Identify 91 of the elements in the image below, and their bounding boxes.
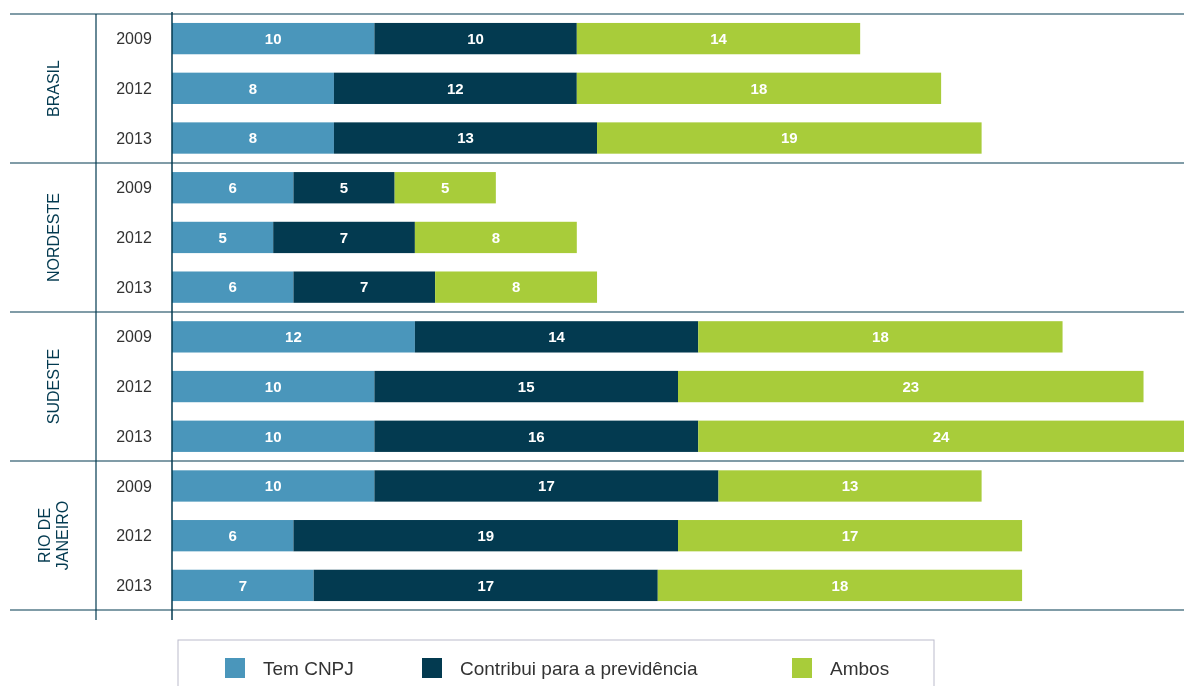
y-tick-label: 2009 (116, 328, 152, 346)
bar (313, 569, 658, 602)
text: SUDESTE (44, 348, 62, 425)
text: BRASIL (44, 59, 62, 117)
data-label: 24 (932, 427, 951, 445)
y-tick-label: 2012 (116, 229, 152, 247)
bar (374, 370, 678, 403)
bar (597, 122, 982, 154)
legend-label: Tem CNPJ (263, 657, 354, 679)
bar (172, 470, 375, 502)
bar (293, 271, 436, 303)
data-label: 10 (467, 29, 484, 47)
data-label: 7 (339, 228, 349, 246)
data-label: 17 (538, 477, 555, 495)
data-label: 12 (447, 79, 464, 97)
y-tick-label: 2009 (116, 30, 152, 48)
bar (374, 420, 699, 452)
data-label: 8 (491, 228, 501, 246)
data-label: 5 (441, 178, 450, 196)
data-label: 17 (477, 576, 495, 594)
bar (172, 370, 375, 403)
data-label: 14 (710, 29, 728, 47)
data-label: 7 (360, 278, 369, 296)
data-label: 5 (339, 178, 349, 196)
bar (698, 420, 1184, 452)
data-label: 17 (841, 526, 859, 544)
data-label: 16 (527, 427, 545, 445)
bar (414, 221, 577, 254)
bar (172, 72, 334, 104)
data-label: 23 (902, 377, 920, 395)
bar (172, 22, 375, 55)
bar (172, 569, 314, 602)
bar (657, 569, 1023, 602)
y-tick-label: 2009 (116, 179, 152, 197)
y-tick-label: 2009 (116, 477, 152, 495)
data-label: 13 (841, 477, 859, 495)
bar (435, 271, 598, 303)
data-label: 13 (457, 129, 474, 147)
legend-label: Ambos (830, 657, 890, 679)
data-label: 6 (228, 178, 237, 196)
bar (172, 321, 415, 353)
bar (172, 221, 274, 254)
bar (333, 72, 577, 104)
bar (394, 172, 496, 204)
bar (576, 22, 861, 55)
y-tick-label: 2013 (116, 576, 152, 594)
bar (172, 271, 294, 303)
bar (172, 172, 294, 204)
y-tick-label: 2012 (116, 378, 152, 396)
data-label: 10 (264, 427, 282, 445)
bar (698, 321, 1063, 353)
bar (172, 520, 294, 552)
data-label: 12 (285, 328, 302, 346)
text: RIO DE JANEIRO (35, 500, 71, 571)
y-tick-label: 2012 (116, 79, 152, 97)
data-label: 19 (780, 129, 798, 147)
bar (414, 321, 699, 353)
bar (172, 420, 375, 452)
bar (678, 520, 1023, 552)
bar (576, 72, 942, 104)
data-label: 18 (831, 576, 849, 594)
data-label: 18 (872, 328, 889, 346)
data-label: 7 (238, 576, 248, 594)
data-label: 8 (248, 79, 258, 97)
data-label: 6 (228, 526, 237, 544)
y-tick-label: 2013 (116, 278, 152, 296)
y-tick-label: 2013 (116, 427, 152, 445)
y-tick-label: 2013 (116, 129, 152, 147)
bar (718, 470, 982, 502)
bar (374, 22, 577, 55)
data-label: 6 (228, 278, 237, 296)
bar (293, 520, 678, 552)
bar (374, 470, 719, 502)
data-label: 8 (248, 129, 258, 147)
data-label: 10 (264, 377, 282, 395)
data-label: 18 (750, 79, 768, 97)
data-label: 14 (548, 328, 566, 346)
bar (333, 122, 598, 154)
bar (172, 122, 334, 154)
bar (273, 221, 415, 254)
y-tick-label: 2012 (116, 527, 152, 545)
data-label: 10 (264, 29, 282, 47)
text: NORDESTE (44, 193, 62, 282)
data-label: 15 (517, 377, 535, 395)
data-label: 10 (264, 477, 282, 495)
data-label: 19 (477, 526, 495, 544)
legend-label: Contribui para a previdência (460, 657, 699, 679)
bar (293, 172, 395, 204)
data-label: 5 (218, 228, 227, 246)
bar (678, 370, 1144, 403)
data-label: 8 (511, 278, 521, 296)
